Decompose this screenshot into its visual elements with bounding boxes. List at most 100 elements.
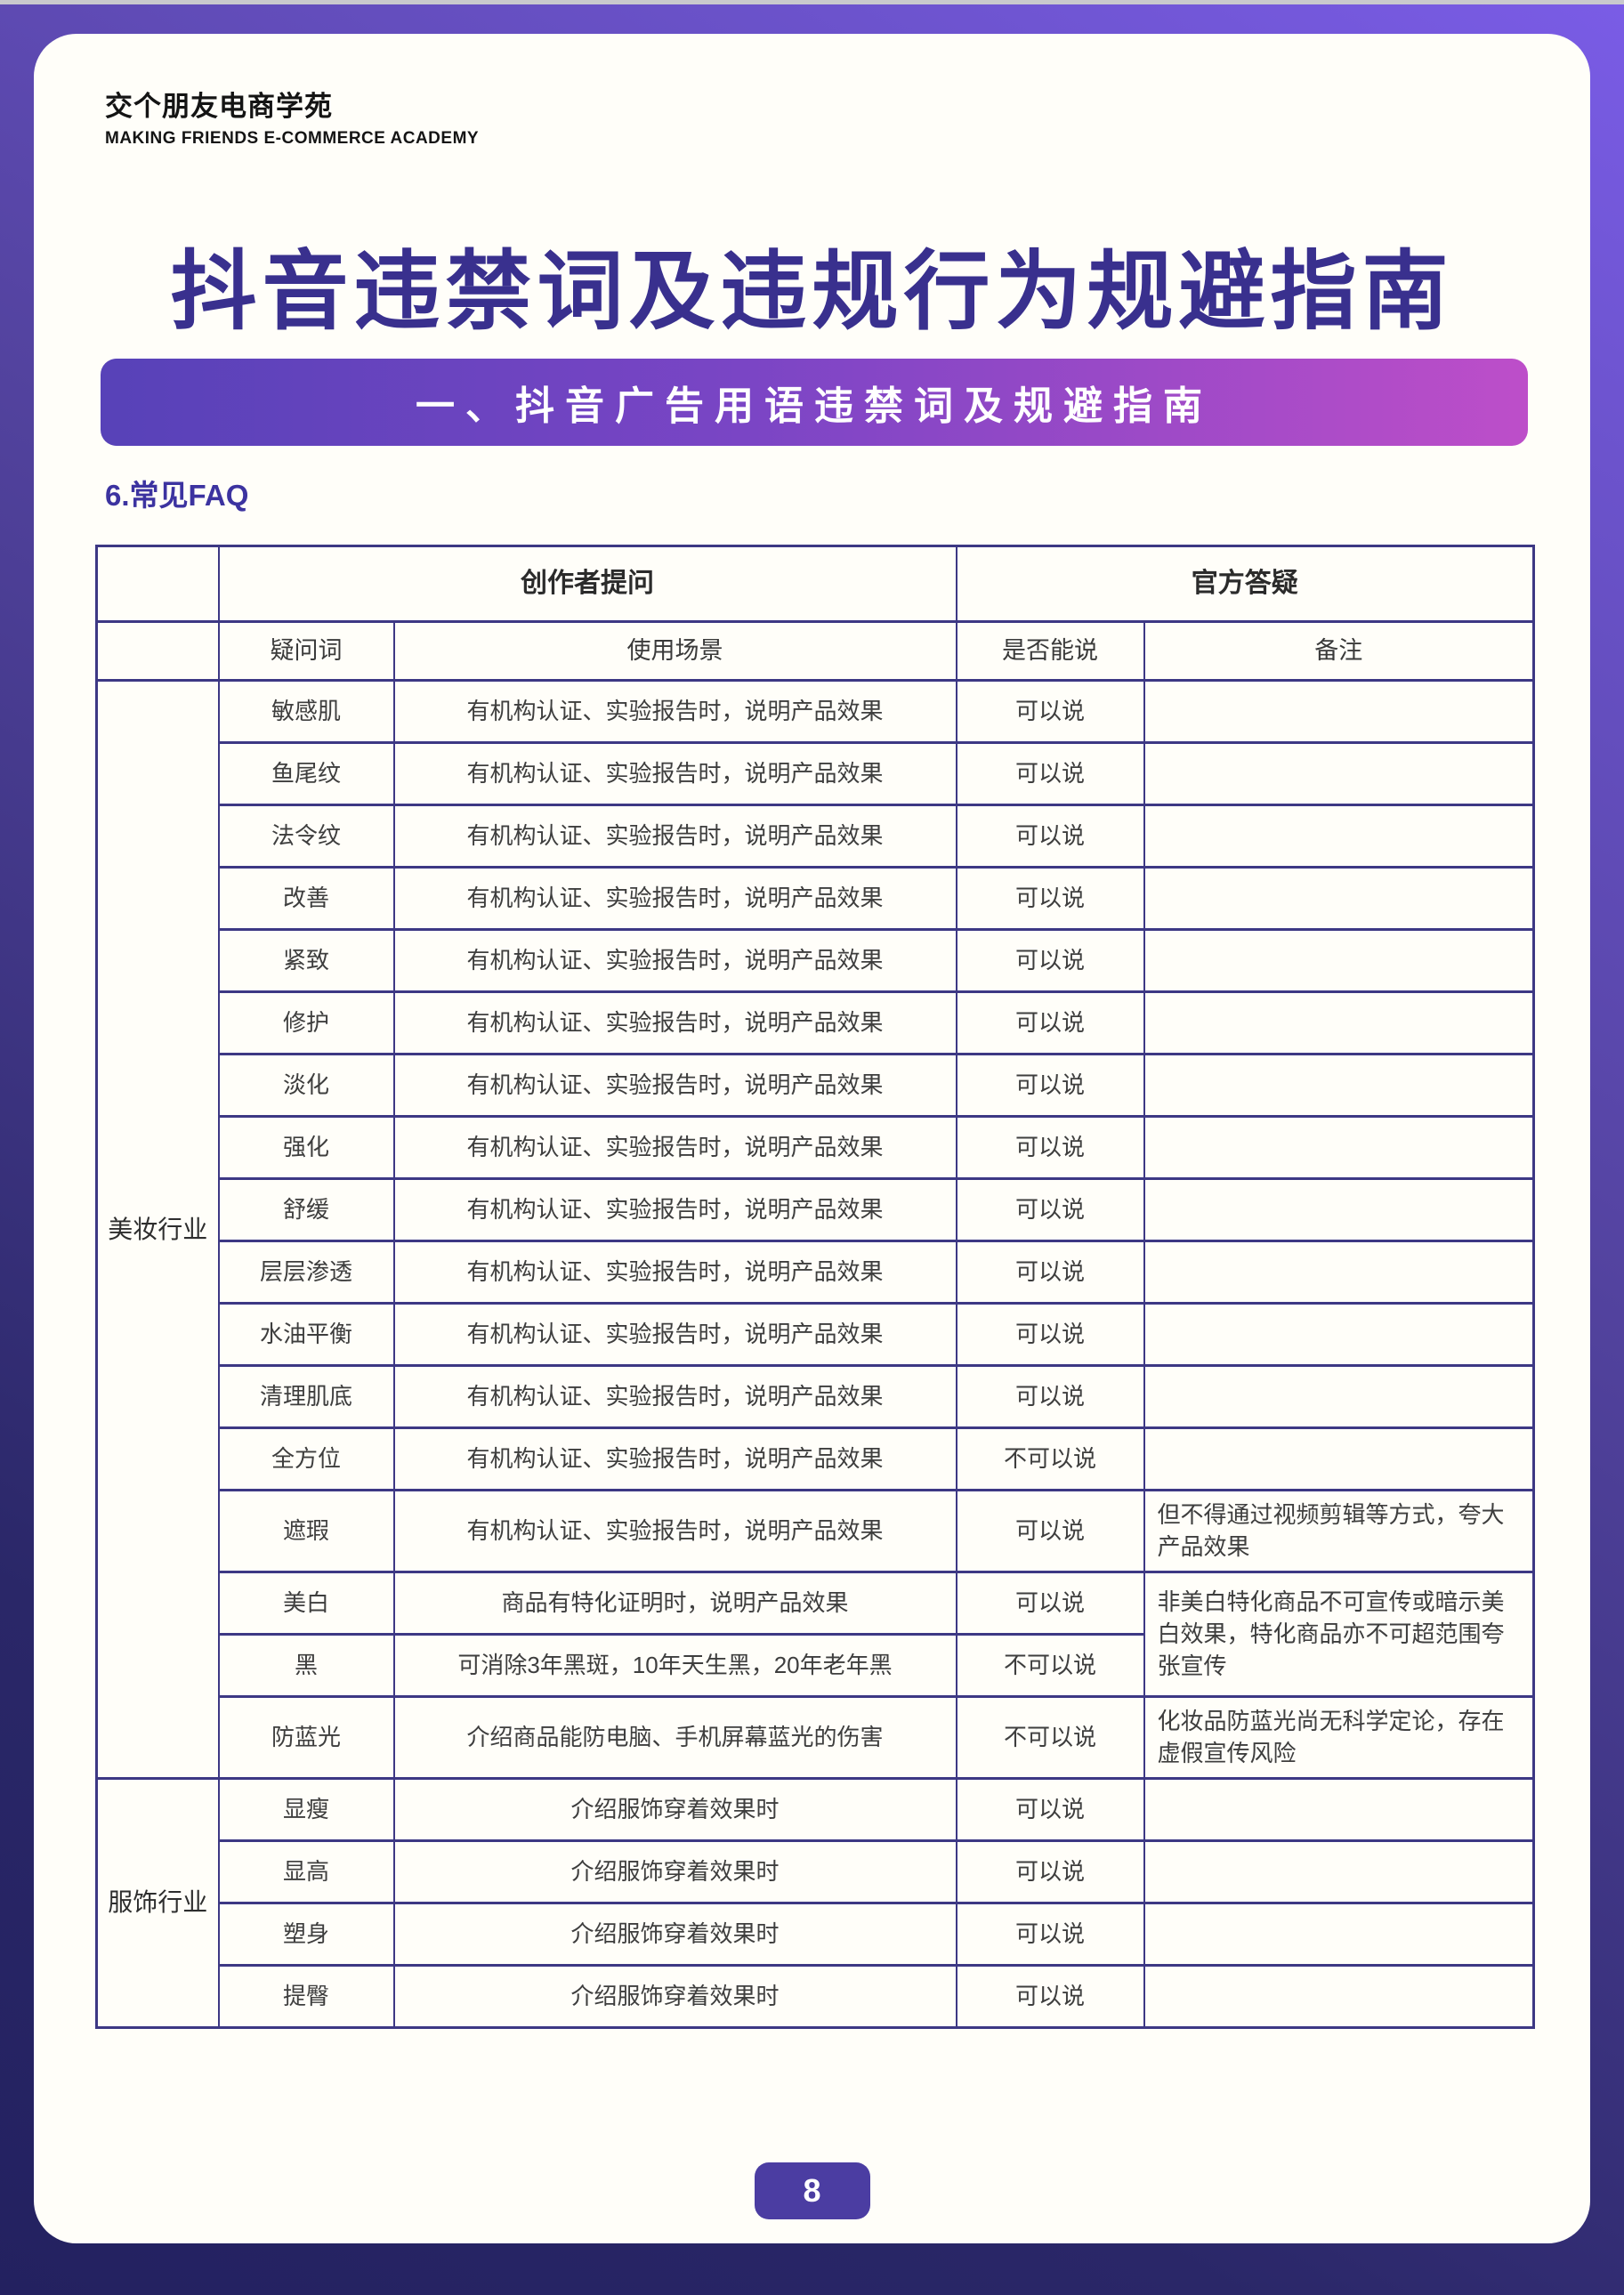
scenario-cell: 有机构认证、实验报告时，说明产品效果 [392, 1489, 957, 1573]
word-cell: 塑身 [217, 1901, 395, 1967]
answer-cell: 不可以说 [955, 1694, 1145, 1780]
word-cell: 全方位 [217, 1426, 395, 1491]
word-cell: 美白 [217, 1570, 395, 1636]
category-cell: 服饰行业 [95, 1776, 220, 2029]
remark-cell [1143, 1302, 1535, 1367]
table-row: 修护 有机构认证、实验报告时，说明产品效果 可以说 [97, 990, 1535, 1055]
faq-table: 创作者提问 官方答疑 疑问词 使用场景 是否能说 备注 美妆行业 敏感肌 有机构… [95, 545, 1535, 2029]
scenario-cell: 介绍服饰穿着效果时 [392, 1963, 957, 2029]
remark-cell [1143, 1838, 1535, 1904]
scenario-cell: 可消除3年黑斑，10年天生黑，20年老年黑 [392, 1632, 957, 1698]
subsection-heading: 6.常见FAQ [105, 479, 249, 512]
answer-cell: 可以说 [955, 1570, 1145, 1636]
remark-cell [1143, 866, 1535, 931]
table-row: 全方位 有机构认证、实验报告时，说明产品效果 不可以说 [97, 1426, 1535, 1491]
table-row: 黑 可消除3年黑斑，10年天生黑，20年老年黑 不可以说 [97, 1632, 1534, 1698]
word-cell: 修护 [217, 990, 395, 1055]
scenario-cell: 有机构认证、实验报告时，说明产品效果 [392, 1053, 957, 1118]
page-number: 8 [803, 2172, 821, 2209]
word-cell: 淡化 [217, 1053, 395, 1118]
word-cell: 防蓝光 [217, 1694, 395, 1780]
logo-chinese-name: 交个朋友电商学苑 [105, 91, 333, 122]
scenario-cell: 有机构认证、实验报告时，说明产品效果 [392, 866, 957, 931]
category-cell: 美妆行业 [95, 679, 220, 1780]
page-title: 抖音违禁词及违规行为规避指南 [170, 243, 1454, 340]
word-cell: 遮瑕 [217, 1489, 395, 1573]
scenario-cell: 有机构认证、实验报告时，说明产品效果 [392, 1364, 957, 1429]
section-banner-label: 一、抖音广告用语违禁词及规避指南 [416, 384, 1213, 428]
table-row: 遮瑕 有机构认证、实验报告时，说明产品效果 可以说 但不得通过视频剪辑等方式，夸… [97, 1489, 1535, 1573]
remark-cell [1143, 990, 1535, 1055]
table-row: 服饰行业 显瘦 介绍服饰穿着效果时 可以说 [95, 1776, 1535, 2029]
word-cell: 层层渗透 [217, 1240, 395, 1305]
word-cell: 水油平衡 [217, 1302, 395, 1367]
table-row: 强化 有机构认证、实验报告时，说明产品效果 可以说 [97, 1115, 1535, 1180]
table-row: 层层渗透 有机构认证、实验报告时，说明产品效果 可以说 [97, 1240, 1535, 1305]
answer-cell: 可以说 [955, 1240, 1145, 1305]
header-creator-questions: 创作者提问 [217, 545, 957, 623]
scenario-cell: 商品有特化证明时，说明产品效果 [392, 1570, 957, 1636]
remark-cell [1143, 1776, 1535, 1842]
scenario-cell: 有机构认证、实验报告时，说明产品效果 [392, 679, 957, 744]
answer-cell: 可以说 [955, 1838, 1145, 1904]
section-banner: 一、抖音广告用语违禁词及规避指南 [101, 359, 1528, 446]
answer-cell: 可以说 [955, 1302, 1145, 1367]
answer-cell: 可以说 [955, 1489, 1145, 1573]
remark-cell [1143, 928, 1535, 993]
scenario-cell: 有机构认证、实验报告时，说明产品效果 [392, 1240, 957, 1305]
table-row: 水油平衡 有机构认证、实验报告时，说明产品效果 可以说 [97, 1302, 1535, 1367]
scenario-cell: 介绍服饰穿着效果时 [392, 1901, 957, 1967]
page-top-edge [0, 0, 1624, 4]
scenario-cell: 有机构认证、实验报告时，说明产品效果 [392, 1302, 957, 1367]
answer-cell: 可以说 [955, 741, 1145, 806]
answer-cell: 可以说 [955, 1053, 1145, 1118]
remark-cell [1143, 1901, 1535, 1967]
table-row: 清理肌底 有机构认证、实验报告时，说明产品效果 可以说 [97, 1364, 1535, 1429]
answer-cell: 可以说 [955, 928, 1145, 993]
scenario-cell: 有机构认证、实验报告时，说明产品效果 [392, 1115, 957, 1180]
subheader-scenario: 使用场景 [392, 620, 957, 682]
table-row: 提臀 介绍服饰穿着效果时 可以说 [97, 1963, 1535, 2029]
remark-cell [1143, 1963, 1535, 2029]
word-cell: 紧致 [217, 928, 395, 993]
table-row: 改善 有机构认证、实验报告时，说明产品效果 可以说 [97, 866, 1535, 931]
answer-cell: 不可以说 [955, 1632, 1145, 1698]
answer-cell: 可以说 [955, 1364, 1145, 1429]
remark-cell [1143, 1364, 1535, 1429]
scenario-cell: 介绍服饰穿着效果时 [392, 1838, 957, 1904]
word-cell: 黑 [217, 1632, 395, 1698]
subheader-can-say: 是否能说 [955, 620, 1145, 682]
subheader-empty-cell [95, 620, 220, 682]
answer-cell: 不可以说 [955, 1426, 1145, 1491]
scenario-cell: 有机构认证、实验报告时，说明产品效果 [392, 1426, 957, 1491]
remark-cell [1143, 1053, 1535, 1118]
table-row: 舒缓 有机构认证、实验报告时，说明产品效果 可以说 [97, 1177, 1535, 1242]
answer-cell: 可以说 [955, 1901, 1145, 1967]
answer-cell: 可以说 [955, 804, 1145, 869]
table-row: 显高 介绍服饰穿着效果时 可以说 [97, 1838, 1535, 1904]
table-subheader-row: 疑问词 使用场景 是否能说 备注 [95, 620, 1535, 682]
subheader-remark: 备注 [1143, 620, 1535, 682]
remark-cell [1143, 804, 1535, 869]
remark-cell [1143, 1240, 1535, 1305]
remark-cell: 但不得通过视频剪辑等方式，夸大产品效果 [1143, 1489, 1535, 1573]
header-empty-cell [95, 545, 220, 623]
answer-cell: 可以说 [955, 1963, 1145, 2029]
table-row: 美白 商品有特化证明时，说明产品效果 可以说 非美白特化商品不可宣传或暗示美白效… [97, 1570, 1535, 1698]
word-cell: 敏感肌 [217, 679, 395, 744]
word-cell: 显瘦 [217, 1776, 395, 1842]
scenario-cell: 有机构认证、实验报告时，说明产品效果 [392, 1177, 957, 1242]
document-page: 交个朋友电商学苑 MAKING FRIENDS E-COMMERCE ACADE… [34, 34, 1590, 2243]
scenario-cell: 有机构认证、实验报告时，说明产品效果 [392, 741, 957, 806]
scenario-cell: 有机构认证、实验报告时，说明产品效果 [392, 804, 957, 869]
table-row: 鱼尾纹 有机构认证、实验报告时，说明产品效果 可以说 [97, 741, 1535, 806]
page-number-badge: 8 [754, 2162, 870, 2219]
word-cell: 显高 [217, 1838, 395, 1904]
remark-cell: 非美白特化商品不可宣传或暗示美白效果，特化商品亦不可超范围夸张宣传 [1143, 1570, 1535, 1698]
word-cell: 清理肌底 [217, 1364, 395, 1429]
word-cell: 改善 [217, 866, 395, 931]
answer-cell: 可以说 [955, 1177, 1145, 1242]
word-cell: 提臀 [217, 1963, 395, 2029]
remark-cell [1143, 1177, 1535, 1242]
word-cell: 鱼尾纹 [217, 741, 395, 806]
